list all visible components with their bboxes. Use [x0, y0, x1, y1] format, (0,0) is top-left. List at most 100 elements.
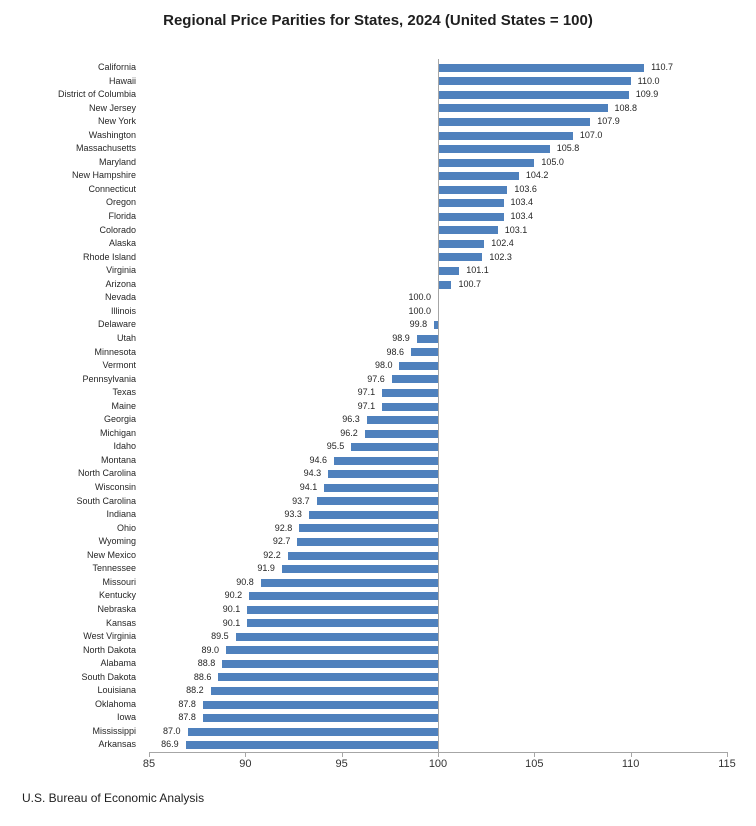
value-label: 90.1	[222, 603, 241, 614]
state-label: Minnesota	[94, 346, 136, 357]
value-label: 107.9	[597, 116, 620, 127]
bar	[438, 172, 519, 181]
bar	[416, 334, 438, 343]
bar	[438, 131, 573, 140]
x-tick-label: 105	[525, 758, 544, 770]
x-axis-tick	[534, 753, 536, 757]
bar	[366, 416, 438, 425]
state-label: Colorado	[99, 224, 136, 235]
bar	[297, 537, 438, 546]
state-label: Kentucky	[98, 590, 136, 601]
state-label: West Virginia	[83, 631, 136, 642]
state-label: Virginia	[106, 265, 136, 276]
value-label: 91.9	[257, 563, 275, 574]
bar	[438, 117, 591, 126]
bar	[382, 388, 438, 397]
bar	[364, 429, 438, 438]
state-label: Montana	[100, 454, 136, 465]
state-label: Connecticut	[88, 183, 136, 194]
state-label: Iowa	[116, 712, 136, 723]
state-label: Kansas	[105, 617, 136, 628]
bar	[434, 321, 438, 330]
state-label: Utah	[116, 332, 136, 343]
value-label: 101.1	[466, 265, 489, 276]
value-label: 88.8	[197, 658, 216, 669]
state-label: Massachusetts	[75, 143, 136, 154]
x-tick-label: 115	[718, 758, 736, 770]
bar	[438, 104, 608, 113]
value-label: 110.0	[637, 75, 660, 86]
state-label: North Dakota	[82, 644, 136, 655]
bar	[438, 63, 645, 72]
bar	[316, 497, 438, 506]
value-label: 97.1	[357, 400, 376, 411]
state-label: Washington	[88, 129, 136, 140]
value-label: 102.4	[491, 238, 514, 249]
value-label: 103.1	[504, 224, 528, 235]
value-label: 105.8	[556, 143, 580, 154]
bar	[202, 714, 438, 723]
bar	[218, 673, 438, 682]
state-label: District of Columbia	[57, 89, 136, 100]
x-axis-tick	[341, 753, 343, 757]
state-label: Ohio	[116, 522, 136, 533]
value-label: 95.5	[326, 441, 345, 452]
value-label: 92.7	[272, 536, 291, 547]
bar	[438, 185, 508, 194]
state-label: California	[97, 62, 136, 72]
state-label: South Carolina	[76, 495, 136, 506]
state-label: Nevada	[104, 292, 136, 303]
state-label: Arkansas	[98, 739, 136, 750]
value-label: 89.0	[201, 644, 220, 655]
value-label: 90.8	[236, 576, 254, 587]
value-label: 103.4	[510, 211, 534, 222]
value-label: 108.8	[614, 102, 638, 113]
x-tick-label: 110	[621, 758, 640, 770]
bar	[438, 226, 498, 235]
state-label: Maryland	[98, 156, 136, 167]
bar	[438, 199, 504, 208]
value-label: 96.2	[340, 427, 358, 438]
state-label: New Jersey	[88, 102, 136, 113]
bar	[287, 551, 438, 560]
state-label: Alabama	[100, 658, 136, 669]
bar	[235, 632, 438, 641]
value-label: 92.2	[263, 549, 281, 560]
source-note: U.S. Bureau of Economic Analysis	[22, 791, 205, 805]
state-label: Vermont	[102, 360, 136, 371]
value-label: 89.5	[211, 631, 229, 642]
state-label: Oklahoma	[94, 698, 136, 709]
x-axis-tick	[438, 753, 439, 757]
value-label: 103.6	[514, 183, 537, 194]
baseline-axis-line	[438, 59, 439, 752]
state-label: Wisconsin	[94, 482, 136, 493]
value-label: 109.9	[635, 89, 659, 100]
value-label: 102.3	[489, 251, 512, 262]
value-label: 88.2	[186, 685, 204, 696]
bar	[187, 727, 438, 736]
value-label: 100.0	[408, 292, 431, 303]
value-label: 94.6	[309, 454, 327, 465]
value-label: 100.0	[408, 305, 431, 316]
state-label: Indiana	[106, 509, 136, 520]
bar	[333, 456, 438, 465]
x-tick-label: 85	[142, 758, 156, 770]
bar	[185, 741, 438, 750]
bar	[210, 687, 438, 696]
bar	[328, 470, 438, 479]
bar	[438, 158, 535, 167]
x-axis-tick	[149, 753, 150, 757]
value-label: 87.8	[178, 698, 196, 709]
x-axis-tick	[245, 753, 247, 757]
state-label: Delaware	[97, 319, 136, 330]
value-label: 107.0	[579, 129, 603, 140]
state-label: Tennessee	[92, 563, 136, 574]
state-label: Idaho	[113, 441, 136, 452]
bar	[438, 145, 550, 154]
value-label: 90.2	[224, 590, 243, 601]
bar	[438, 77, 631, 86]
value-label: 93.3	[284, 509, 302, 520]
bar	[202, 700, 438, 709]
value-label: 94.1	[299, 482, 318, 493]
